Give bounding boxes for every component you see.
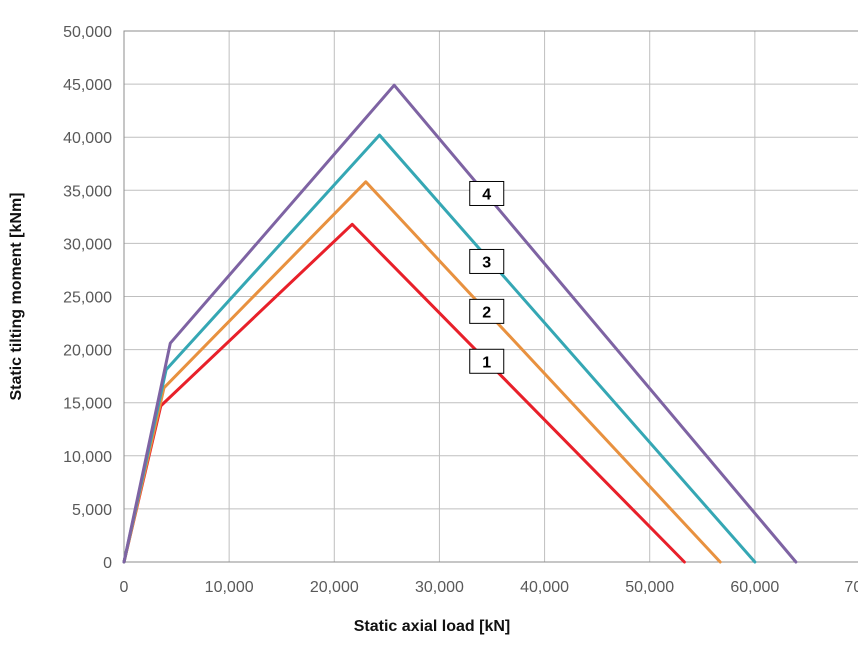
series-line-4 <box>122 83 798 564</box>
x-axis-title: Static axial load [kN] <box>354 618 511 635</box>
y-tick-label: 40,000 <box>63 130 112 147</box>
y-tick-label: 45,000 <box>63 77 112 94</box>
y-axis-ticks: 0 5,000 10,000 15,000 20,000 25,000 30,000 35,0… <box>63 24 112 572</box>
plot-frame <box>123 30 858 563</box>
series-label-1: 1 <box>469 348 505 374</box>
x-tick-label: 50,000 <box>625 579 674 596</box>
y-tick-label: 25,000 <box>63 290 112 307</box>
y-tick-label: 15,000 <box>63 396 112 413</box>
x-tick-label: 70,0 <box>844 579 858 596</box>
series-label-text: 3 <box>482 254 491 271</box>
x-tick-label: 10,000 <box>205 579 254 596</box>
x-tick-label: 0 <box>120 579 129 596</box>
y-tick-label: 10,000 <box>63 449 112 466</box>
x-tick-label: 30,000 <box>415 579 464 596</box>
series-label-2: 2 <box>469 298 505 324</box>
y-tick-label: 30,000 <box>63 236 112 253</box>
series-label-text: 4 <box>482 186 491 203</box>
series-label-box <box>469 180 505 206</box>
y-tick-label: 20,000 <box>63 343 112 360</box>
y-tick-label: 35,000 <box>63 183 112 200</box>
x-tick-label: 60,000 <box>730 579 779 596</box>
series-label-3: 3 <box>469 248 505 274</box>
series-line-2 <box>122 180 722 564</box>
series-label-text: 2 <box>482 304 491 321</box>
series-line-1 <box>122 222 686 564</box>
y-axis-title: Static tilting moment [kNm] <box>8 192 25 400</box>
y-tick-label: 5,000 <box>72 502 112 519</box>
x-tick-label: 40,000 <box>520 579 569 596</box>
series-label-box <box>469 248 505 274</box>
series-labels: 1 2 3 4 <box>469 180 505 374</box>
series-label-4: 4 <box>469 180 505 206</box>
x-tick-label: 20,000 <box>310 579 359 596</box>
y-tick-label: 50,000 <box>63 24 112 41</box>
series-label-box <box>469 298 505 324</box>
series-lines <box>122 83 798 564</box>
x-axis-ticks: 0 10,000 20,000 30,000 40,000 50,000 60,000 70,… <box>120 579 858 596</box>
series-label-box <box>469 348 505 374</box>
series-label-text: 1 <box>482 354 491 371</box>
y-tick-label: 0 <box>103 555 112 572</box>
